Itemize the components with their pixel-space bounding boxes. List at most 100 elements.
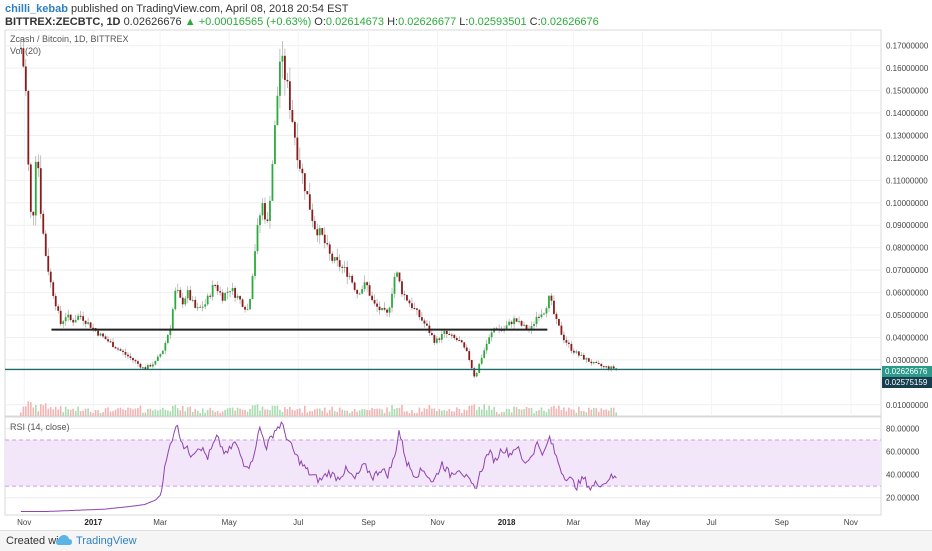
candle-body bbox=[59, 310, 62, 325]
volume-bar bbox=[426, 408, 428, 416]
volume-bar bbox=[428, 405, 431, 416]
volume-bar bbox=[575, 412, 578, 416]
volume-bar bbox=[62, 412, 64, 416]
candle-body bbox=[553, 300, 555, 314]
candle-body bbox=[478, 363, 481, 373]
volume-bar bbox=[149, 408, 152, 416]
volume-bar bbox=[505, 408, 508, 416]
volume-bar bbox=[49, 407, 52, 416]
candle-body bbox=[29, 164, 32, 212]
time-axis: Nov 2017 Mar May Jul Sep Nov 2018 Mar May Jul Sep No… bbox=[17, 518, 858, 527]
candle-body bbox=[97, 330, 99, 336]
author-link[interactable]: chilli_kebab bbox=[5, 3, 68, 15]
candle-body bbox=[52, 282, 55, 296]
candle-body bbox=[276, 95, 279, 126]
volume-bar bbox=[378, 408, 381, 416]
volume-bar bbox=[159, 409, 162, 416]
candle-body bbox=[293, 121, 296, 138]
volume-bar bbox=[403, 411, 406, 416]
volume-bar bbox=[102, 412, 104, 416]
candle-body bbox=[234, 288, 236, 298]
volume-bar bbox=[139, 405, 142, 416]
candle-body bbox=[87, 322, 90, 324]
volume-bar bbox=[104, 408, 107, 416]
volume-bar bbox=[523, 409, 525, 416]
volume-bar bbox=[134, 408, 137, 416]
volume-bar bbox=[460, 412, 463, 416]
volume-bar bbox=[391, 405, 393, 416]
tradingview-brand-link[interactable]: TradingView bbox=[76, 535, 137, 547]
price-tick-label: 0.16000000 bbox=[886, 64, 929, 73]
chart-header: chilli_kebab published on TradingView.co… bbox=[0, 0, 932, 30]
volume-bar bbox=[59, 406, 62, 416]
candle-body bbox=[284, 55, 286, 80]
candle-body bbox=[77, 315, 80, 320]
candle-body bbox=[605, 366, 608, 368]
candle-body bbox=[194, 299, 197, 308]
candle-body bbox=[480, 357, 483, 364]
volume-bar bbox=[615, 412, 618, 416]
price-change: ▲ +0.00016565 (+0.63%) bbox=[184, 16, 312, 28]
volume-bar bbox=[363, 409, 366, 416]
price-grid bbox=[5, 30, 881, 416]
volume-bar bbox=[119, 407, 122, 416]
candle-body bbox=[595, 361, 598, 363]
low-label: L: bbox=[459, 16, 469, 28]
volume-bar bbox=[311, 411, 314, 416]
volume-bar bbox=[157, 410, 159, 416]
candle-body bbox=[336, 257, 339, 261]
close-value: 0.02626676 bbox=[540, 16, 599, 28]
volume-bar bbox=[194, 408, 197, 416]
volume-bar bbox=[555, 408, 558, 416]
candle-body bbox=[82, 316, 85, 321]
candle-body bbox=[525, 324, 528, 330]
candle-body bbox=[34, 161, 37, 216]
price-tick-label: 0.10000000 bbox=[886, 199, 929, 208]
candle-body bbox=[376, 303, 378, 307]
price-tick-label: 0.09000000 bbox=[886, 221, 929, 230]
volume-bar bbox=[580, 410, 583, 416]
rsi-pane[interactable]: RSI (14, close) 80.00000 60.00000 40.00000… bbox=[4, 416, 920, 516]
price-pane[interactable]: Zcash / Bitcoin, 1D, BITTREX Vol (20) 0.… bbox=[4, 29, 932, 417]
volume-bar bbox=[538, 410, 540, 416]
candle-body bbox=[430, 333, 433, 336]
candle-body bbox=[460, 340, 463, 343]
candle-body bbox=[558, 318, 560, 326]
candle-body bbox=[438, 338, 441, 340]
volume-bar bbox=[411, 410, 413, 416]
volume-bar bbox=[610, 407, 613, 416]
candle-body bbox=[142, 367, 144, 369]
volume-bar bbox=[284, 407, 286, 416]
volume-bar bbox=[147, 408, 149, 416]
volume-bar bbox=[313, 409, 316, 416]
volume-bar bbox=[480, 409, 483, 416]
price-tick-label: 0.04000000 bbox=[886, 333, 929, 342]
chart-canvas[interactable]: Zcash / Bitcoin, 1D, BITTREX Vol (20) 0.… bbox=[0, 0, 932, 530]
candle-body bbox=[201, 306, 204, 308]
volume-bar bbox=[503, 412, 505, 416]
candle-body bbox=[49, 271, 52, 283]
volume-bar bbox=[271, 405, 274, 416]
volume-bar bbox=[229, 407, 231, 416]
low-value: 0.02593501 bbox=[468, 16, 527, 28]
level-price-tag: 0.02575159 bbox=[885, 378, 928, 387]
volume-bar bbox=[573, 409, 575, 416]
candle-body bbox=[408, 300, 411, 304]
volume-title: Vol (20) bbox=[10, 46, 41, 56]
candle-body bbox=[271, 164, 274, 201]
ohlc-line: BITTREX:ZECBTC, 1D 0.02626676 ▲ +0.00016… bbox=[5, 16, 599, 28]
volume-bar bbox=[353, 408, 356, 416]
volume-bar bbox=[309, 411, 311, 416]
candle-body bbox=[543, 313, 545, 315]
volume-bar bbox=[246, 411, 249, 416]
volume-bar bbox=[495, 411, 498, 416]
volume-bar bbox=[433, 408, 436, 416]
price-pane-frame bbox=[4, 29, 882, 417]
tradingview-cloud-icon bbox=[56, 535, 72, 545]
volume-bar bbox=[172, 406, 174, 416]
candle-body bbox=[259, 215, 261, 226]
volume-bar bbox=[600, 408, 603, 416]
volume-bar bbox=[99, 413, 102, 416]
volume-bar bbox=[84, 408, 87, 416]
time-tick-label: Sep bbox=[775, 518, 790, 527]
